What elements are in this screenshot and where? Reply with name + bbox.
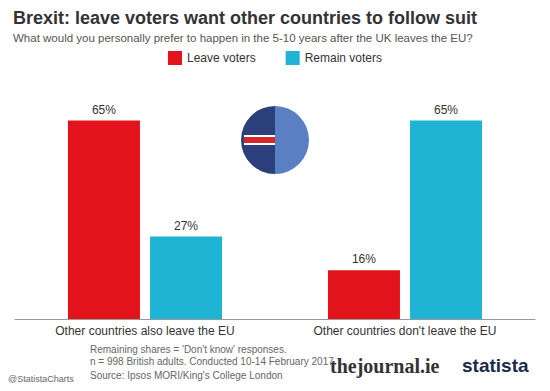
svg-text:What would you personally pref: What would you personally prefer to happ… <box>13 32 473 44</box>
svg-text:Brexit: leave voters want othe: Brexit: leave voters want other countrie… <box>13 8 477 28</box>
svg-text:statista: statista <box>462 355 529 376</box>
svg-text:Other countries don't leave th: Other countries don't leave the EU <box>313 324 496 338</box>
svg-text:27%: 27% <box>174 219 198 233</box>
svg-text:65%: 65% <box>434 103 458 117</box>
svg-text:@StatistaCharts: @StatistaCharts <box>8 374 74 384</box>
svg-text:Leave voters: Leave voters <box>187 51 256 65</box>
svg-text:Remaining shares = 'Don't know: Remaining shares = 'Don't know' response… <box>90 344 287 355</box>
svg-text:Remain voters: Remain voters <box>305 51 382 65</box>
svg-text:16%: 16% <box>352 252 376 266</box>
svg-text:65%: 65% <box>92 103 116 117</box>
svg-text:thejournal.ie: thejournal.ie <box>330 355 440 378</box>
svg-text:Other countries also leave the: Other countries also leave the EU <box>55 324 234 338</box>
svg-text:n = 998 British adults. Conduc: n = 998 British adults. Conducted 10-14 … <box>90 356 337 367</box>
svg-text:Source: Ipsos MORI/King's Coll: Source: Ipsos MORI/King's College London <box>90 370 283 381</box>
